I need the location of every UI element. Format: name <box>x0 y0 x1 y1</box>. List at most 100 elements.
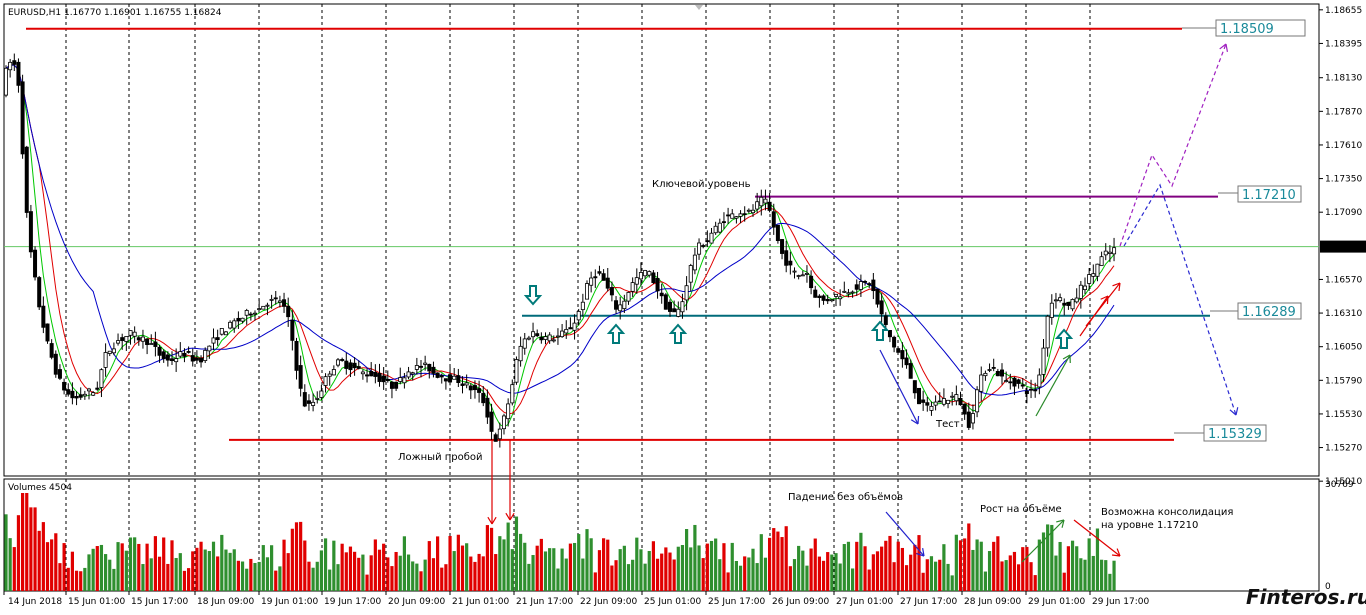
volume-bar-up <box>1095 528 1100 591</box>
volume-bar-up <box>1083 559 1087 591</box>
x-tick-label: 27 Jun 17:00 <box>900 597 957 607</box>
bear-candle <box>381 375 386 383</box>
bull-candle <box>265 304 270 307</box>
volume-bar-up <box>332 540 336 591</box>
bull-candle <box>713 225 718 234</box>
volume-bar-up <box>203 549 207 591</box>
volume-bar-down <box>390 566 394 591</box>
volume-bar-up <box>510 549 514 591</box>
signal-up-arrow-icon <box>1054 328 1074 349</box>
bull-candle <box>103 352 108 368</box>
bear-candle <box>460 383 465 386</box>
bear-candle <box>282 299 287 307</box>
bear-candle <box>306 400 311 404</box>
bear-candle <box>373 371 378 377</box>
bull-candle <box>983 372 988 377</box>
bull-candle <box>323 376 328 386</box>
volume-bar-up <box>245 568 249 591</box>
bull-candle <box>232 320 237 329</box>
bull-candle <box>850 291 855 294</box>
volume-bar-up <box>99 544 104 591</box>
y-tick-label: 1.16570 <box>1325 275 1362 285</box>
x-tick-label: 29 Jun 17:00 <box>1092 597 1149 607</box>
volume-bar-up <box>676 546 680 591</box>
bear-candle <box>991 367 996 369</box>
volume-bar-down <box>568 543 572 591</box>
volume-bar-up <box>1050 524 1054 591</box>
bull-candle <box>1078 284 1083 299</box>
volume-bar-up <box>842 544 846 591</box>
volume-bar-down <box>593 572 597 591</box>
volume-bar-up <box>133 537 137 591</box>
volume-bar-down <box>672 559 676 591</box>
bear-candle <box>651 272 656 283</box>
bull-candle <box>107 350 112 354</box>
candles <box>4 53 1117 448</box>
bear-candle <box>485 397 490 418</box>
forecast-paths <box>1119 43 1239 416</box>
volume-bar-up <box>797 545 801 591</box>
volume-bar-up <box>1091 555 1095 591</box>
x-tick-label: 25 Jun 17:00 <box>708 597 765 607</box>
bear-candle <box>302 392 307 407</box>
volume-bar-down <box>722 543 726 591</box>
bull-candle <box>1103 250 1108 256</box>
volume-bar-up <box>398 555 402 591</box>
x-tick-label: 15 Jun 01:00 <box>68 597 125 607</box>
bull-candle <box>277 300 282 303</box>
bear-candle <box>767 201 772 211</box>
bull-candle <box>838 296 843 300</box>
volume-bar-up <box>635 537 639 591</box>
volume-bar-up <box>261 545 265 591</box>
bull-candle <box>941 398 946 405</box>
volume-bar-up <box>207 551 211 591</box>
volume-bar-up <box>946 563 950 591</box>
volume-bar-up <box>174 557 178 591</box>
volume-fall-arrow <box>885 511 925 557</box>
volume-bar-up <box>1046 524 1050 591</box>
volume-bar-up <box>560 548 564 591</box>
forecast-path-up <box>1119 43 1227 247</box>
bear-candle <box>908 363 913 379</box>
volume-bar-down <box>875 551 880 591</box>
bull-candle <box>680 301 685 313</box>
bear-candle <box>290 319 295 341</box>
volume-bar-down <box>1066 546 1070 591</box>
level-lines <box>4 27 1319 441</box>
volume-bar-down <box>249 558 253 591</box>
bear-candle <box>16 61 21 86</box>
volume-bar-up <box>1004 560 1008 591</box>
support-label: 1.15329 <box>1208 427 1262 442</box>
bear-candle <box>472 385 477 391</box>
bear-candle <box>958 397 963 406</box>
bear-candle <box>900 350 905 360</box>
volume-bar-down <box>166 563 170 591</box>
bull-candle <box>555 335 560 338</box>
bull-candle <box>634 277 639 285</box>
volume-bar-up <box>452 551 456 591</box>
bull-candle <box>410 372 415 375</box>
volume-bar-down <box>162 537 166 591</box>
signal-up-arrow-icon <box>606 323 626 344</box>
volume-bar-up <box>975 539 979 591</box>
bear-candle <box>456 375 461 383</box>
volume-bar-down <box>996 536 1000 591</box>
scroll-marker-icon[interactable] <box>695 5 703 10</box>
volume-bar-down <box>199 541 203 591</box>
bull-candle <box>423 362 428 365</box>
bear-candle <box>190 355 195 362</box>
bull-candle <box>124 336 129 342</box>
volume-bar-down <box>1025 546 1029 591</box>
volume-bar-down <box>892 562 896 591</box>
bull-candle <box>149 343 154 345</box>
bull-candle <box>643 270 648 277</box>
y-tick-label: 1.16310 <box>1325 309 1362 319</box>
arrowhead-icon <box>1111 548 1121 557</box>
volume-bar-up <box>689 547 693 591</box>
volume-bar-down <box>813 538 817 591</box>
bull-candle <box>954 394 959 402</box>
volume-bar-up <box>8 538 12 591</box>
bear-candle <box>344 360 349 369</box>
bull-candle <box>99 369 104 388</box>
